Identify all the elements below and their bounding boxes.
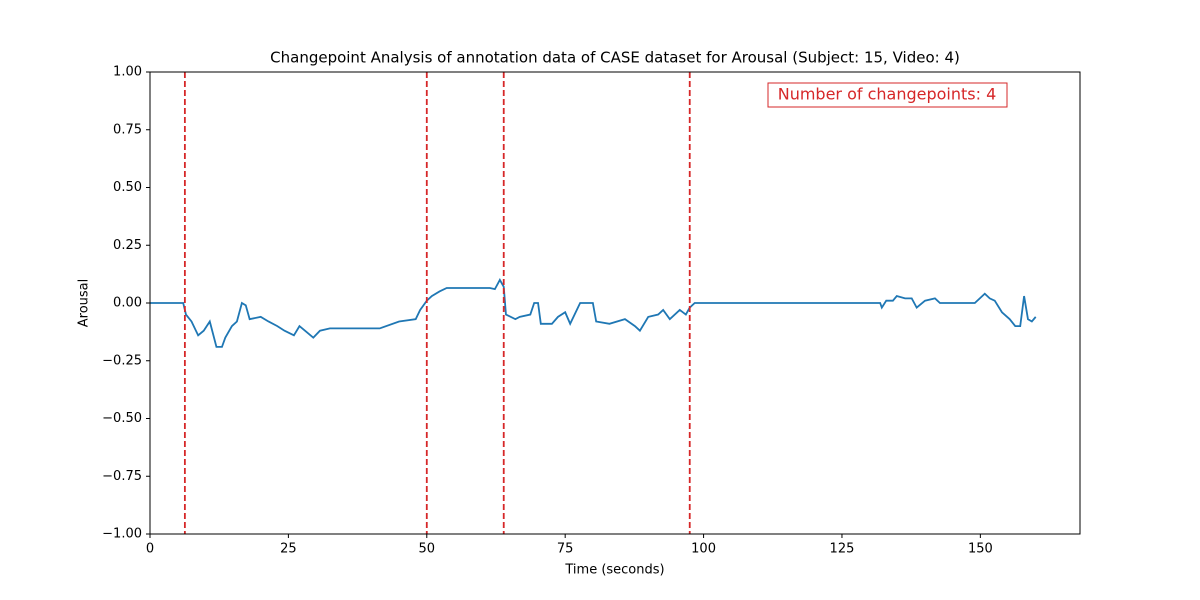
y-tick-label: 0.00 [113,296,142,311]
y-tick-label: −1.00 [102,527,142,542]
y-tick-label: −0.25 [102,353,142,368]
x-axis-label: Time (seconds) [564,563,664,578]
y-tick-label: 0.25 [113,238,142,253]
y-axis-label: Arousal [77,279,92,328]
x-tick-label: 125 [830,542,855,557]
y-tick-label: 0.50 [113,180,142,195]
plot-frame [149,71,1081,535]
data-line [150,278,1037,348]
x-tick-label: 75 [557,542,574,557]
y-tick-label: −0.50 [102,411,142,426]
x-tick-label: 100 [691,542,716,557]
annotation-box [767,82,1008,108]
annotation: Number of changepoints: 4 [778,85,997,104]
y-tick-label: 0.75 [113,122,142,137]
x-tick-label: 50 [419,542,436,557]
chart-title: Changepoint Analysis of annotation data … [270,49,960,67]
x-tick-label: 25 [280,542,297,557]
x-tick-label: 150 [968,542,993,557]
y-tick-label: 1.00 [113,65,142,80]
y-tick-label: −0.75 [102,469,142,484]
x-tick-label: 0 [146,542,154,557]
